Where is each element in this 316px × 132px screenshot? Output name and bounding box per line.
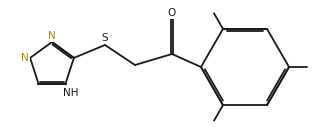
Text: N: N [21,53,29,63]
Text: NH: NH [63,88,78,98]
Text: N: N [48,31,56,41]
Text: O: O [168,8,176,18]
Text: S: S [102,33,108,43]
